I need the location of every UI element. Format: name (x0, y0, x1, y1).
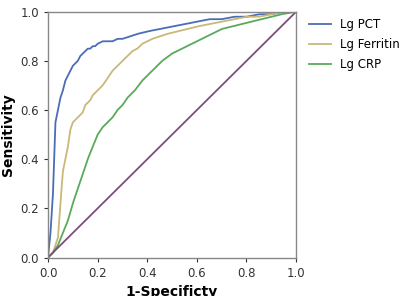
Lg CRP (294, 10, 298, 14)
Lg PCT (46, 256, 50, 259)
Lg Ferritin (294, 10, 298, 14)
Line: Lg CRP: Lg CRP (48, 12, 296, 258)
Lg CRP (288, 11, 292, 15)
Lg PCT (193, 20, 198, 24)
Lg PCT (288, 10, 293, 14)
Lg CRP (249, 20, 254, 23)
Lg PCT (163, 26, 168, 30)
Lg Ferritin (46, 256, 50, 259)
Legend: Lg PCT, Lg Ferritin, Lg CRP: Lg PCT, Lg Ferritin, Lg CRP (309, 18, 400, 71)
Lg CRP (165, 55, 170, 59)
Line: Lg Ferritin: Lg Ferritin (48, 12, 296, 258)
Lg PCT (294, 10, 298, 14)
Lg Ferritin (193, 25, 198, 29)
Lg Ferritin (163, 33, 168, 36)
Lg Ferritin (180, 28, 184, 32)
Lg Ferritin (282, 10, 286, 14)
Lg PCT (249, 14, 254, 17)
Lg Ferritin (249, 15, 254, 19)
Lg PCT (282, 10, 286, 14)
Lg Ferritin (288, 10, 293, 14)
Lg PCT (180, 23, 184, 26)
Lg CRP (193, 40, 198, 44)
Lg CRP (180, 47, 184, 50)
Lg PCT (165, 26, 170, 29)
Lg CRP (163, 57, 168, 60)
Lg Ferritin (165, 32, 170, 36)
Y-axis label: Sensitivity: Sensitivity (1, 93, 15, 176)
X-axis label: 1-Specificty: 1-Specificty (126, 285, 218, 296)
Lg CRP (46, 256, 50, 259)
Line: Lg PCT: Lg PCT (48, 12, 296, 258)
